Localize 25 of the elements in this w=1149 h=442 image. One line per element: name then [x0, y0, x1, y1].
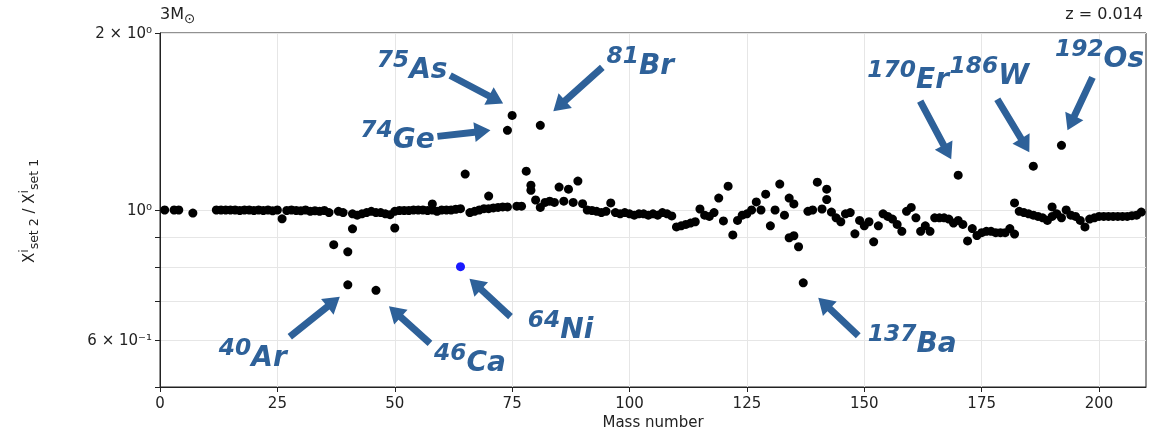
annotation: $^{40}$Ar: [218, 333, 287, 373]
x-tick-label: 0: [155, 393, 165, 412]
x-tick-label: 50: [385, 393, 405, 412]
x-tick-label: 175: [967, 393, 996, 412]
x-tick-label: 125: [732, 393, 762, 412]
y-tick-label: 6 × 10⁻¹: [87, 331, 152, 350]
annotation: $^{137}$Ba: [867, 319, 957, 359]
annotation: $^{75}$As: [376, 45, 448, 86]
annotation: $^{46}$Ca: [434, 338, 506, 379]
x-axis-title: Mass number: [602, 413, 705, 432]
x-tick-label: 75: [502, 393, 522, 412]
annotation: $^{81}$Br: [606, 41, 675, 82]
annotation: $^{186}$W: [949, 51, 1030, 91]
y-tick-label: 2 × 10⁰: [95, 24, 152, 42]
chart-title: 3M$_{⊙}$: [160, 4, 196, 27]
x-tick-label: 150: [849, 393, 879, 412]
annotation: $^{64}$Ni: [527, 304, 594, 345]
annotation: $^{170}$Er: [867, 55, 950, 95]
chart-subtitle: z = 0.014: [1065, 4, 1143, 23]
x-tick-label: 25: [267, 393, 287, 412]
x-tick-label: 100: [615, 393, 644, 412]
annotation: $^{74}$Ge: [360, 115, 435, 156]
annotation: $^{192}$Os: [1054, 34, 1145, 75]
x-tick-label: 200: [1084, 393, 1114, 412]
y-tick-label: 10⁰: [126, 201, 152, 219]
